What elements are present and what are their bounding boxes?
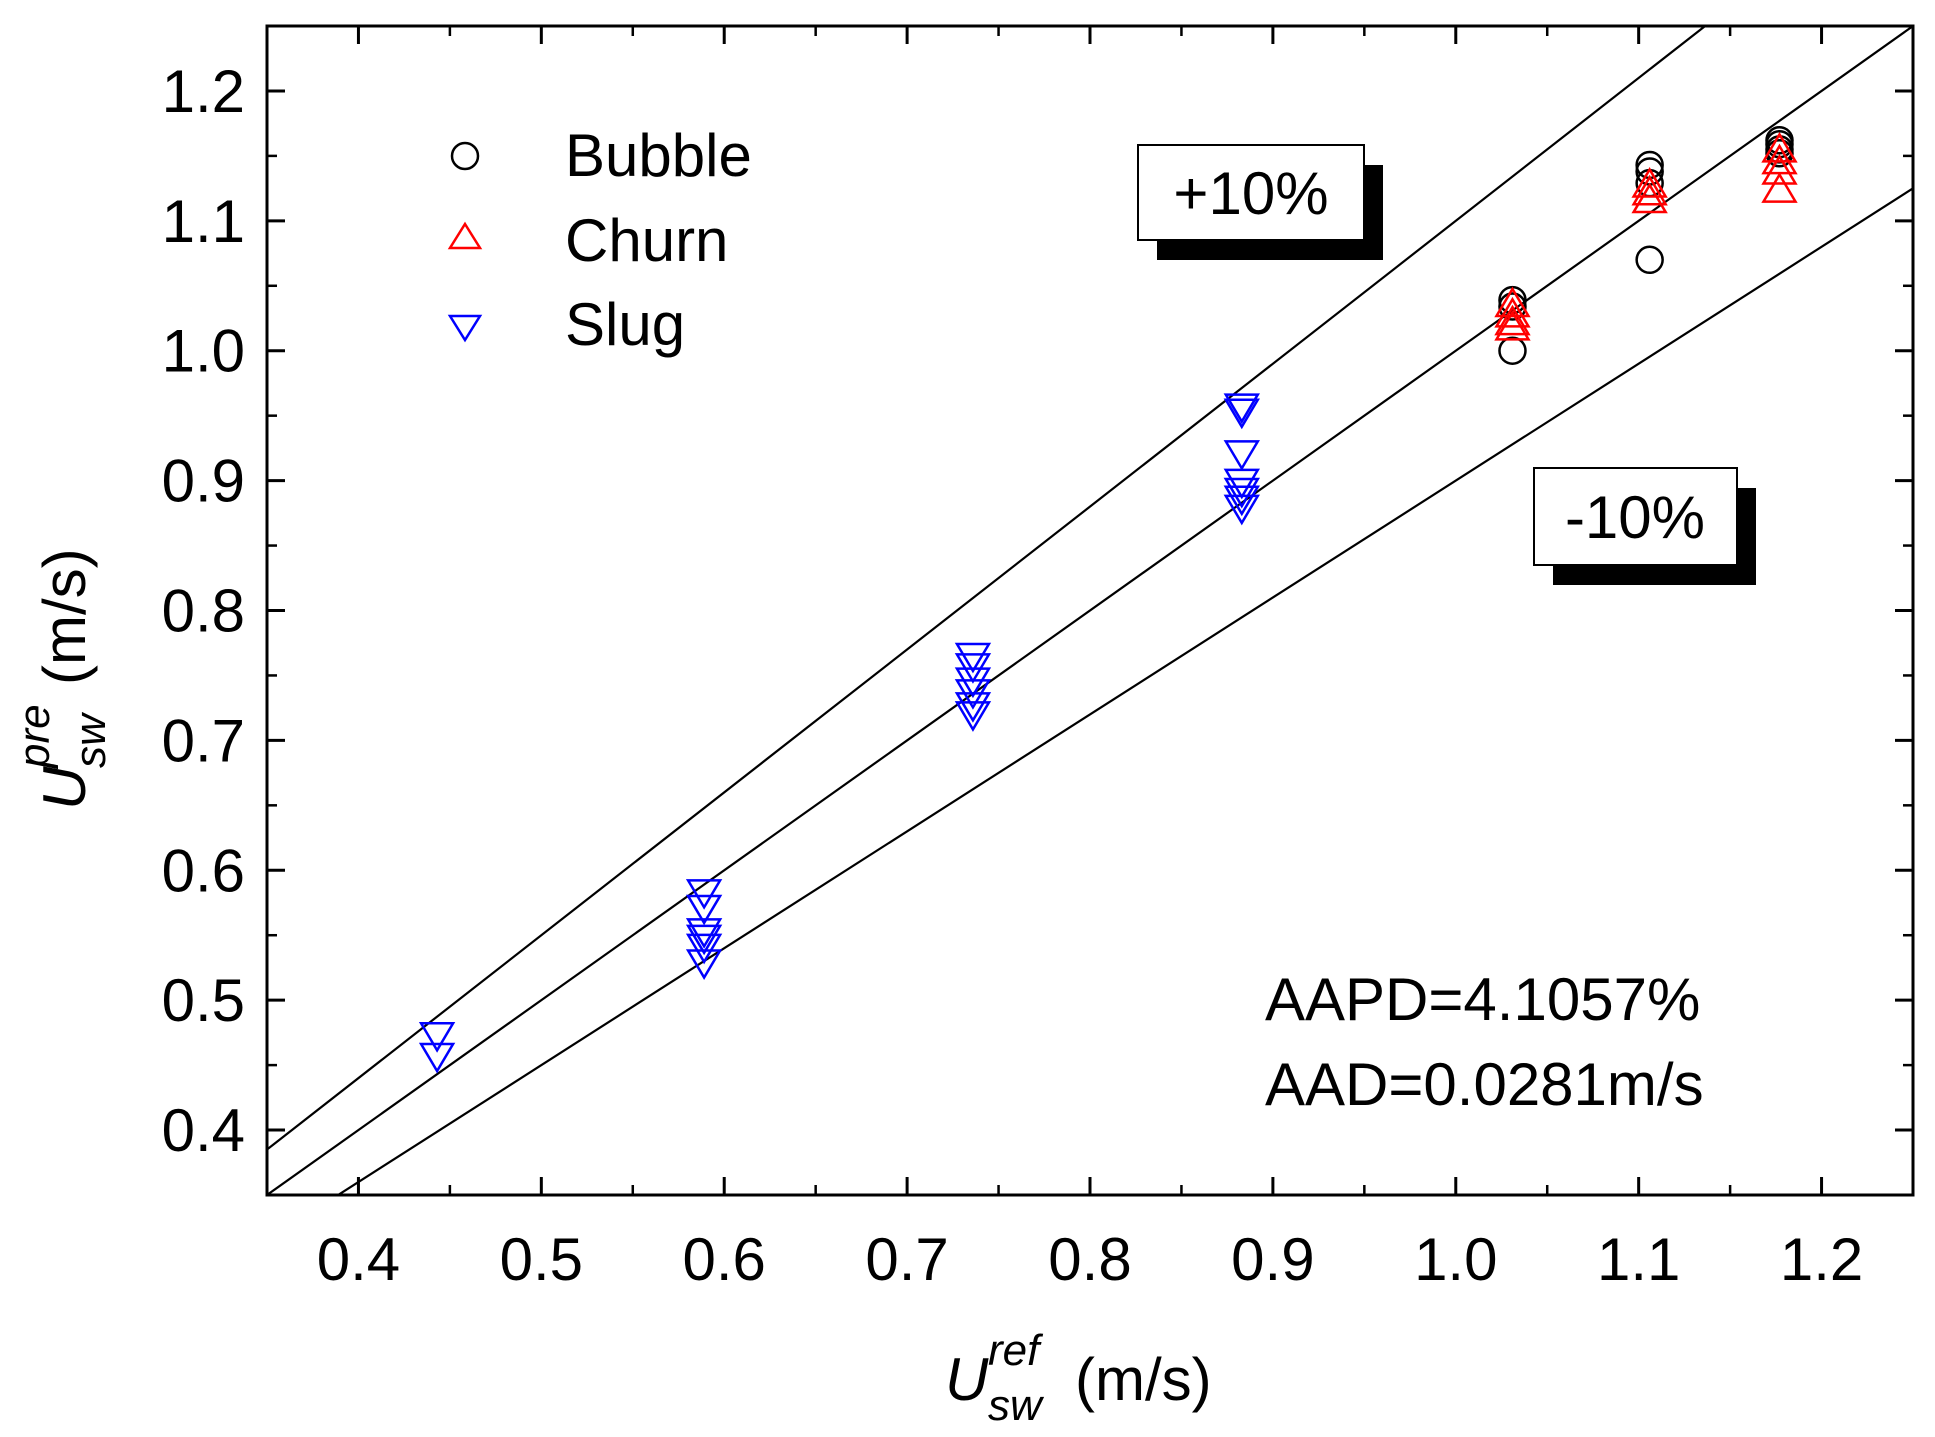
y-tick-label: 0.8 (162, 578, 245, 645)
y-tick-label: 1.2 (162, 58, 245, 125)
point-slug (1223, 494, 1260, 526)
legend-churn-label: Churn (565, 207, 728, 274)
legend-churn-marker (447, 221, 483, 250)
plus-10-label-box: +10% (1137, 144, 1383, 260)
svg-text:U: U (31, 766, 98, 810)
point-bubble (1765, 139, 1794, 168)
x-axis-label-unit: (m/s) (1075, 1346, 1212, 1413)
y-tick-label: 0.4 (162, 1097, 245, 1164)
legend-slug-marker (447, 314, 483, 343)
legend: Bubble Churn Slug (447, 122, 752, 358)
y-tick-label: 0.7 (162, 707, 245, 774)
x-tick-label: 0.6 (683, 1226, 766, 1293)
y-tick-label: 0.5 (162, 967, 245, 1034)
data-points (418, 126, 1798, 1074)
point-churn (1761, 131, 1798, 163)
point-bubble (1498, 292, 1527, 321)
point-churn (1631, 174, 1668, 206)
x-axis-label-subscript: sw (988, 1381, 1045, 1430)
point-slug (418, 1042, 456, 1074)
point-churn (1761, 154, 1798, 185)
point-churn (1494, 286, 1531, 318)
point-churn (1494, 309, 1531, 341)
minus-10-label: -10% (1565, 484, 1705, 551)
point-slug (1223, 440, 1260, 471)
point-slug (1223, 485, 1260, 517)
point-slug (954, 701, 992, 732)
point-slug (685, 918, 723, 949)
point-slug (1223, 398, 1260, 430)
legend-slug-label: Slug (565, 291, 685, 358)
y-axis-ticks (267, 24, 1913, 1197)
point-bubble (1498, 336, 1527, 365)
point-slug (685, 933, 723, 965)
aapd-annotation: AAPD=4.1057% (1265, 966, 1700, 1033)
point-slug (1223, 393, 1260, 425)
point-slug (1223, 477, 1260, 509)
y-tick-label: 0.9 (162, 448, 245, 515)
x-tick-label: 1.1 (1597, 1226, 1680, 1293)
x-axis-tick-labels: 0.4 0.5 0.6 0.7 0.8 0.9 1.0 1.1 1.2 (317, 1226, 1864, 1293)
aad-annotation: AAD=0.0281m/s (1265, 1051, 1704, 1118)
x-tick-label: 0.9 (1231, 1226, 1314, 1293)
point-slug (954, 667, 992, 699)
x-tick-label: 0.4 (317, 1226, 400, 1293)
y-tick-label: 1.1 (162, 188, 245, 255)
y-axis-label-superscript: pre (10, 704, 59, 770)
point-churn (1631, 167, 1668, 198)
y-axis-label-symbol: U (31, 766, 98, 810)
reference-line-plus-10 (267, 26, 1707, 1151)
minus-10-label-box: -10% (1533, 467, 1756, 585)
plus-10-label: +10% (1173, 160, 1328, 227)
point-slug (1223, 468, 1260, 500)
x-axis-ticks (265, 26, 1915, 1195)
point-churn (1631, 182, 1668, 214)
x-axis-label-symbol: U (945, 1346, 989, 1413)
y-tick-label: 0.6 (162, 837, 245, 904)
reference-line-parity (267, 26, 1913, 1195)
point-slug (954, 642, 992, 674)
point-churn (1494, 304, 1531, 336)
x-axis-label: U ref sw (m/s) (945, 1326, 1212, 1430)
y-tick-label: 1.0 (162, 318, 245, 385)
legend-bubble-marker (450, 141, 480, 171)
x-tick-label: 0.7 (865, 1226, 948, 1293)
reference-line-minus-10 (336, 187, 1913, 1195)
y-axis-label-subscript: sw (66, 711, 115, 768)
x-tick-label: 1.2 (1780, 1226, 1863, 1293)
point-bubble (1635, 245, 1664, 275)
point-slug (685, 924, 723, 956)
point-churn (1761, 172, 1798, 203)
legend-bubble-label: Bubble (565, 122, 752, 189)
y-axis-label: U pre sw (m/s) (10, 548, 115, 810)
x-tick-label: 1.0 (1414, 1226, 1497, 1293)
point-churn (1494, 296, 1531, 328)
point-slug (685, 949, 723, 980)
y-axis-label-unit: (m/s) (31, 548, 98, 685)
x-axis-label-superscript: ref (988, 1326, 1044, 1375)
reference-lines (267, 26, 1913, 1195)
point-slug (418, 1021, 456, 1053)
svg-text:U: U (945, 1346, 989, 1413)
point-slug (954, 692, 992, 723)
point-slug (685, 879, 723, 910)
y-axis-tick-labels: 0.4 0.5 0.6 0.7 0.8 0.9 1.0 1.1 1.2 (162, 58, 245, 1164)
x-tick-label: 0.8 (1048, 1226, 1131, 1293)
point-slug (685, 894, 723, 926)
x-tick-label: 0.5 (500, 1226, 583, 1293)
